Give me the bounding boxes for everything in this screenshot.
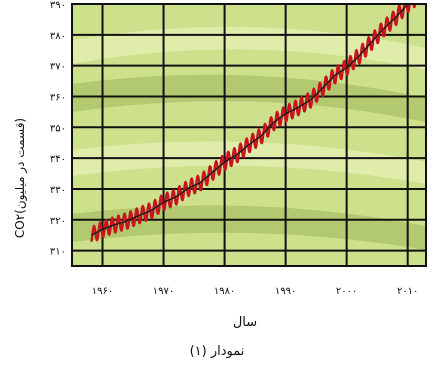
- y-tick-label: ۳۴۰: [50, 154, 66, 165]
- x-axis-label: سال: [233, 315, 257, 330]
- y-axis-ticks: ۳۱۰ ۳۲۰ ۳۳۰ ۳۴۰ ۳۵۰ ۳۶۰ ۳۷۰ ۳۸۰ ۳۹۰: [50, 0, 66, 258]
- x-tick-label: ۱۹۷۰: [153, 286, 174, 297]
- y-tick-label: ۳۲۰: [50, 216, 66, 227]
- x-tick-label: ۱۹۶۰: [92, 286, 113, 297]
- y-tick-label: ۳۷۰: [50, 62, 66, 73]
- y-tick-label: ۳۶۰: [50, 92, 66, 103]
- figure-caption: نمودار (۱): [189, 344, 245, 359]
- y-tick-label: ۳۵۰: [50, 123, 66, 134]
- plot-frame: [71, 3, 427, 267]
- y-tick-label: ۳۳۰: [50, 185, 66, 196]
- x-axis-ticks: ۱۹۶۰ ۱۹۷۰ ۱۹۸۰ ۱۹۹۰ ۲۰۰۰ ۲۰۱۰: [92, 286, 419, 297]
- y-tick-label: ۳۱۰: [50, 247, 66, 258]
- chart-grid: [72, 3, 426, 266]
- x-tick-label: ۲۰۱۰: [397, 286, 418, 297]
- chart-series: [90, 4, 417, 242]
- series-line-trend: [91, 4, 410, 236]
- y-tick-label: ۳۹۰: [50, 0, 66, 11]
- x-tick-label: ۱۹۹۰: [275, 286, 296, 297]
- background-band: [72, 141, 426, 184]
- background-band: [72, 205, 426, 250]
- x-tick-label: ۱۹۸۰: [214, 286, 235, 297]
- x-tick-label: ۲۰۰۰: [336, 286, 357, 297]
- background-band: [72, 26, 426, 70]
- y-tick-label: ۳۸۰: [50, 31, 66, 42]
- y-axis-label: CO۲(قسمت در میلیون): [13, 118, 28, 238]
- series-line-monthly: [90, 4, 417, 242]
- background-band: [72, 74, 426, 122]
